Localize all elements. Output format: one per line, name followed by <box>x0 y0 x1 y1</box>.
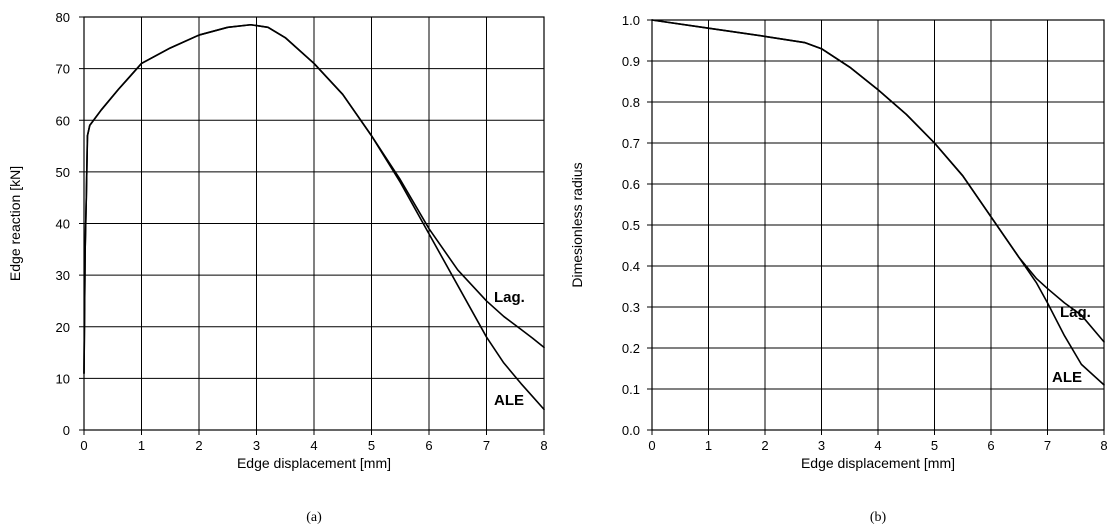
y-tick-label: 0.8 <box>622 95 640 110</box>
grid <box>651 19 1105 431</box>
x-tick-label: 2 <box>761 438 768 453</box>
y-tick-label: 0.4 <box>622 259 640 274</box>
x-tick-label: 2 <box>195 438 202 453</box>
x-tick-label: 8 <box>1100 438 1107 453</box>
y-axis-title: Dimesionless radius <box>569 162 585 287</box>
y-tick-label: 0.5 <box>622 218 640 233</box>
y-tick-label: 50 <box>56 165 70 180</box>
y-tick-label: 0.9 <box>622 54 640 69</box>
y-tick-label: 0 <box>63 423 70 438</box>
chart-b: 0 1 2 3 4 5 6 7 8 0.0 0.1 0.2 0.3 0.4 0.5 0.6 0.7 0.8 0.9 1… <box>569 13 1108 525</box>
x-tick-label: 8 <box>540 438 547 453</box>
y-axis-title: Edge reaction [kN] <box>7 166 23 281</box>
y-tick-label: 0.0 <box>622 423 640 438</box>
x-tick-label: 7 <box>483 438 490 453</box>
series-label-ale: ALE <box>494 392 524 409</box>
x-axis-title: Edge displacement [mm] <box>237 455 391 471</box>
y-tick-label: 0.6 <box>622 177 640 192</box>
x-tick-label: 0 <box>648 438 655 453</box>
y-tick-label: 1.0 <box>622 13 640 28</box>
chart-caption: (a) <box>306 510 322 525</box>
series-line-lag <box>83 23 545 375</box>
y-tick-label: 60 <box>56 113 70 128</box>
series-label-lag: Lag. <box>494 289 525 306</box>
grid <box>83 16 545 431</box>
y-tick-label: 0.3 <box>622 300 640 315</box>
x-tick-label: 4 <box>874 438 881 453</box>
y-tick-label: 80 <box>56 10 70 25</box>
x-axis-title: Edge displacement [mm] <box>801 455 955 471</box>
x-tick-label: 7 <box>1044 438 1051 453</box>
x-tick-label: 3 <box>818 438 825 453</box>
y-tick-label: 70 <box>56 62 70 77</box>
x-tick-label: 1 <box>138 438 145 453</box>
series-label-lag: Lag. <box>1060 304 1091 321</box>
y-tick-label: 10 <box>56 371 70 386</box>
y-tick-label: 30 <box>56 268 70 283</box>
x-tick-label: 3 <box>253 438 260 453</box>
x-tick-label: 1 <box>705 438 712 453</box>
x-tick-label: 6 <box>987 438 994 453</box>
x-tick-label: 5 <box>931 438 938 453</box>
x-tick-label: 4 <box>310 438 317 453</box>
y-tick-label: 0.7 <box>622 136 640 151</box>
y-tick-label: 0.2 <box>622 341 640 356</box>
y-tick-label: 0.1 <box>622 382 640 397</box>
series-line-lag <box>651 19 1105 343</box>
series-label-ale: ALE <box>1052 369 1082 386</box>
x-tick-label: 5 <box>368 438 375 453</box>
x-tick-label: 0 <box>80 438 87 453</box>
y-tick-label: 20 <box>56 320 70 335</box>
chart-caption: (b) <box>870 510 887 525</box>
y-tick-label: 40 <box>56 217 70 232</box>
x-tick-label: 6 <box>425 438 432 453</box>
